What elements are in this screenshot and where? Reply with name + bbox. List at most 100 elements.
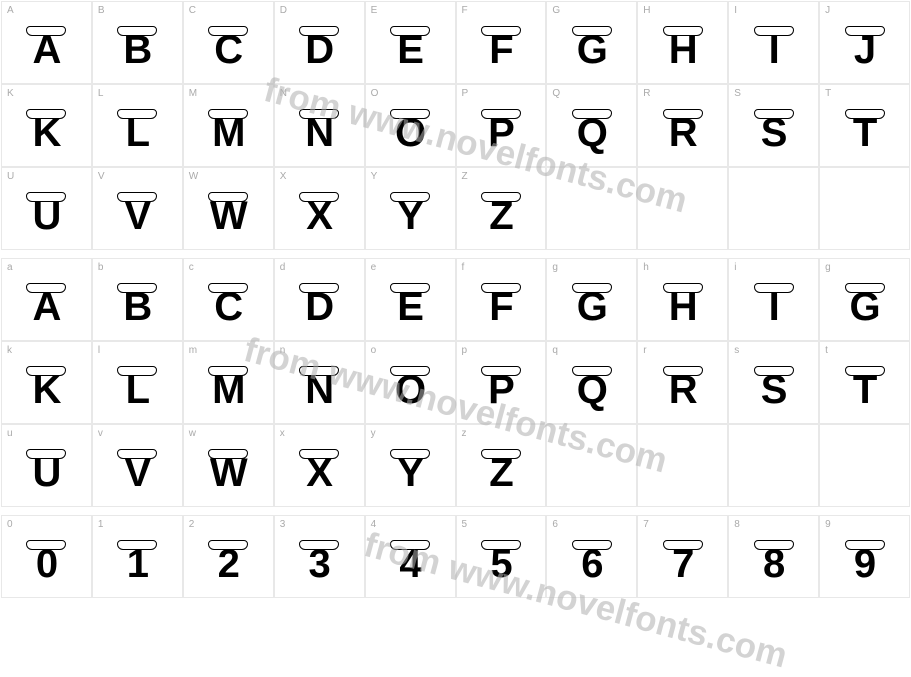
- glyph-cell: mM: [183, 341, 274, 424]
- cell-label: L: [98, 88, 104, 99]
- glyph-cell: LL: [92, 84, 183, 167]
- cell-glyph: 5: [457, 544, 546, 584]
- glyph-cell: 33: [274, 515, 365, 598]
- empty-cell: [728, 424, 819, 507]
- cell-glyph: G: [547, 287, 636, 327]
- empty-cell: [819, 167, 910, 250]
- cell-glyph: N: [275, 370, 364, 410]
- glyph-cell: kK: [1, 341, 92, 424]
- glyph-grid-section-1: aAbBcCdDeEfFgGhHiIgGkKlLmMnNoOpPqQrRsStT…: [1, 258, 910, 507]
- cell-label: g: [552, 262, 558, 273]
- cell-label: p: [462, 345, 468, 356]
- glyph-cell: tT: [819, 341, 910, 424]
- cell-glyph: M: [184, 113, 273, 153]
- cell-label: 5: [462, 519, 468, 530]
- cell-glyph: Z: [457, 453, 546, 493]
- cell-glyph: W: [184, 196, 273, 236]
- cell-glyph: A: [2, 30, 91, 70]
- cell-label: i: [734, 262, 736, 273]
- cell-label: v: [98, 428, 103, 439]
- empty-cell: [637, 424, 728, 507]
- cell-glyph: 2: [184, 544, 273, 584]
- cell-glyph: 8: [729, 544, 818, 584]
- glyph-cell: MM: [183, 84, 274, 167]
- cell-label: c: [189, 262, 194, 273]
- glyph-cell: wW: [183, 424, 274, 507]
- cell-label: X: [280, 171, 287, 182]
- cell-glyph: D: [275, 30, 364, 70]
- cell-glyph: H: [638, 30, 727, 70]
- cell-label: m: [189, 345, 197, 356]
- cell-glyph: 4: [366, 544, 455, 584]
- glyph-cell: CC: [183, 1, 274, 84]
- cell-label: 6: [552, 519, 558, 530]
- cell-glyph: Y: [366, 453, 455, 493]
- cell-label: o: [371, 345, 377, 356]
- cell-glyph: N: [275, 113, 364, 153]
- glyph-cell: iI: [728, 258, 819, 341]
- cell-label: G: [552, 5, 560, 16]
- cell-glyph: 3: [275, 544, 364, 584]
- glyph-cell: JJ: [819, 1, 910, 84]
- glyph-cell: VV: [92, 167, 183, 250]
- glyph-cell: KK: [1, 84, 92, 167]
- glyph-cell: YY: [365, 167, 456, 250]
- cell-glyph: 1: [93, 544, 182, 584]
- cell-glyph: F: [457, 30, 546, 70]
- empty-cell: [819, 424, 910, 507]
- glyph-cell: GG: [546, 1, 637, 84]
- cell-glyph: M: [184, 370, 273, 410]
- cell-glyph: V: [93, 196, 182, 236]
- glyph-cell: BB: [92, 1, 183, 84]
- cell-label: M: [189, 88, 197, 99]
- cell-label: H: [643, 5, 650, 16]
- glyph-cell: 11: [92, 515, 183, 598]
- cell-glyph: B: [93, 30, 182, 70]
- cell-glyph: 0: [2, 544, 91, 584]
- cell-glyph: W: [184, 453, 273, 493]
- cell-label: 4: [371, 519, 377, 530]
- cell-glyph: L: [93, 113, 182, 153]
- cell-glyph: D: [275, 287, 364, 327]
- glyph-cell: sS: [728, 341, 819, 424]
- glyph-cell: AA: [1, 1, 92, 84]
- cell-glyph: P: [457, 370, 546, 410]
- cell-glyph: Y: [366, 196, 455, 236]
- cell-label: t: [825, 345, 828, 356]
- cell-glyph: A: [2, 287, 91, 327]
- cell-label: e: [371, 262, 377, 273]
- glyph-cell: RR: [637, 84, 728, 167]
- cell-glyph: G: [820, 287, 909, 327]
- glyph-cell: 55: [456, 515, 547, 598]
- cell-glyph: H: [638, 287, 727, 327]
- glyph-cell: FF: [456, 1, 547, 84]
- glyph-cell: cC: [183, 258, 274, 341]
- cell-glyph: I: [729, 30, 818, 70]
- cell-glyph: Q: [547, 370, 636, 410]
- cell-label: n: [280, 345, 286, 356]
- empty-cell: [546, 167, 637, 250]
- cell-glyph: T: [820, 370, 909, 410]
- cell-label: C: [189, 5, 196, 16]
- cell-glyph: 9: [820, 544, 909, 584]
- glyph-cell: pP: [456, 341, 547, 424]
- glyph-cell: uU: [1, 424, 92, 507]
- cell-label: N: [280, 88, 287, 99]
- cell-glyph: S: [729, 113, 818, 153]
- cell-glyph: J: [820, 30, 909, 70]
- cell-glyph: C: [184, 287, 273, 327]
- glyph-cell: rR: [637, 341, 728, 424]
- glyph-cell: 66: [546, 515, 637, 598]
- cell-label: g: [825, 262, 831, 273]
- cell-glyph: I: [729, 287, 818, 327]
- cell-label: b: [98, 262, 104, 273]
- cell-label: J: [825, 5, 830, 16]
- glyph-cell: ZZ: [456, 167, 547, 250]
- glyph-cell: 88: [728, 515, 819, 598]
- cell-label: l: [98, 345, 100, 356]
- glyph-cell: yY: [365, 424, 456, 507]
- cell-glyph: X: [275, 196, 364, 236]
- cell-label: y: [371, 428, 376, 439]
- glyph-cell: gG: [546, 258, 637, 341]
- glyph-cell: zZ: [456, 424, 547, 507]
